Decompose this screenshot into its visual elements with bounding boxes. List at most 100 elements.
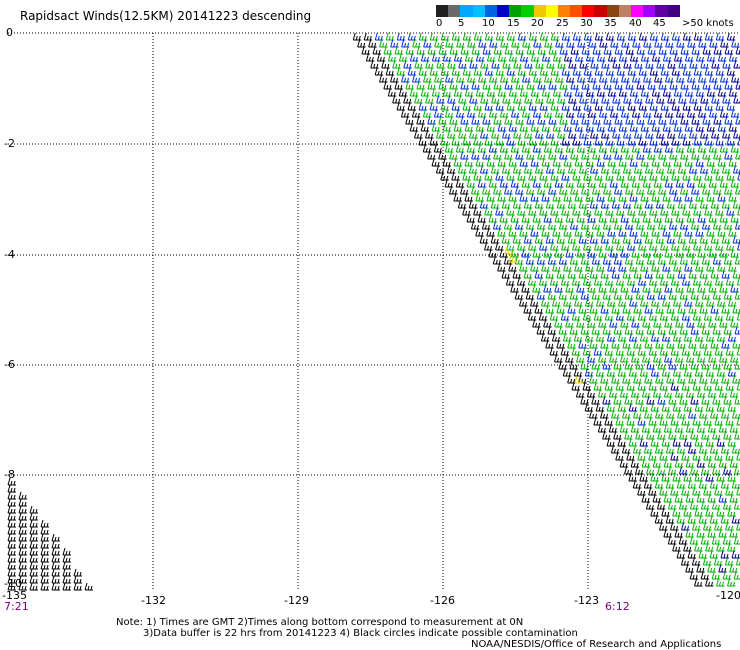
wind-barb bbox=[528, 137, 537, 146]
wind-barb bbox=[533, 74, 542, 83]
wind-barb bbox=[733, 501, 740, 510]
wind-barb bbox=[513, 95, 522, 104]
wind-barb bbox=[431, 123, 441, 132]
wind-barb bbox=[617, 438, 626, 447]
wind-barb bbox=[682, 242, 691, 251]
wind-barb bbox=[718, 389, 728, 398]
wind-barb bbox=[682, 172, 691, 181]
wind-barb bbox=[642, 284, 651, 293]
wind-barb bbox=[427, 151, 436, 160]
wind-barb bbox=[657, 466, 666, 475]
wind-barb bbox=[422, 109, 432, 118]
wind-barb bbox=[467, 74, 476, 83]
wind-barb bbox=[702, 151, 711, 160]
wind-barb bbox=[499, 109, 509, 118]
wind-barb bbox=[638, 207, 647, 216]
wind-barb bbox=[638, 137, 647, 146]
wind-barb bbox=[530, 193, 539, 202]
wind-barb bbox=[737, 137, 740, 146]
wind-barb bbox=[717, 263, 726, 272]
wind-barb bbox=[733, 60, 740, 69]
wind-barb bbox=[719, 249, 728, 258]
wind-barb bbox=[721, 375, 730, 384]
wind-barb bbox=[418, 67, 428, 76]
wind-barb bbox=[440, 172, 449, 181]
lon-tick-label: -126 bbox=[430, 594, 455, 607]
wind-barb bbox=[700, 536, 710, 545]
wind-barb bbox=[634, 60, 643, 69]
wind-barb bbox=[699, 340, 708, 349]
wind-barb bbox=[725, 382, 734, 391]
wind-barb bbox=[602, 256, 612, 265]
wind-barb bbox=[635, 326, 644, 335]
wind-barb bbox=[392, 95, 401, 104]
legend-swatch bbox=[618, 5, 631, 17]
wind-barb bbox=[721, 305, 730, 314]
wind-barb bbox=[628, 438, 637, 447]
wind-barb bbox=[561, 242, 570, 251]
wind-barb bbox=[561, 137, 570, 146]
wind-barb bbox=[645, 60, 654, 69]
wind-barb bbox=[675, 249, 684, 258]
wind-barb bbox=[729, 389, 739, 398]
wind-barb bbox=[626, 452, 635, 461]
wind-barb bbox=[710, 410, 719, 419]
wind-barb bbox=[674, 424, 684, 433]
wind-barb bbox=[696, 494, 705, 503]
wind-barb bbox=[578, 305, 587, 314]
wind-barb bbox=[545, 200, 555, 209]
wind-barb bbox=[660, 102, 669, 111]
wind-barb bbox=[420, 88, 430, 97]
wind-barb bbox=[732, 165, 740, 174]
wind-barb bbox=[681, 312, 691, 321]
wind-barb bbox=[594, 137, 603, 146]
wind-barb bbox=[40, 519, 49, 528]
wind-barb bbox=[666, 410, 675, 419]
wind-barb bbox=[666, 340, 675, 349]
wind-barb bbox=[634, 95, 643, 104]
wind-barb bbox=[730, 249, 739, 258]
wind-barb bbox=[731, 39, 740, 48]
wind-barb bbox=[460, 116, 469, 125]
wind-barb bbox=[648, 312, 658, 321]
wind-barb bbox=[580, 326, 589, 335]
wind-barb bbox=[592, 81, 601, 90]
wind-barb bbox=[7, 575, 16, 584]
wind-barb bbox=[445, 39, 454, 48]
wind-barb bbox=[703, 417, 712, 426]
wind-barb bbox=[633, 270, 642, 279]
wind-barb bbox=[735, 186, 740, 195]
wind-barb bbox=[665, 74, 674, 83]
wind-barb bbox=[700, 60, 709, 69]
wind-barb bbox=[685, 389, 695, 398]
wind-barb bbox=[574, 228, 583, 237]
wind-barb bbox=[589, 340, 598, 349]
wind-barb bbox=[687, 550, 696, 559]
wind-barb bbox=[383, 46, 392, 55]
wind-barb bbox=[650, 508, 659, 517]
wind-barb bbox=[594, 67, 604, 76]
wind-barb bbox=[724, 116, 733, 125]
wind-barb bbox=[409, 123, 419, 132]
wind-barb bbox=[624, 256, 634, 265]
wind-barb bbox=[539, 207, 548, 216]
wind-barb bbox=[687, 480, 697, 489]
wind-barb bbox=[644, 200, 654, 209]
wind-barb bbox=[691, 151, 700, 160]
wind-barb bbox=[725, 522, 734, 531]
wind-barb bbox=[692, 522, 701, 531]
wind-barb bbox=[513, 60, 522, 69]
wind-barb bbox=[613, 256, 623, 265]
wind-barb bbox=[491, 130, 500, 139]
wind-barb bbox=[442, 88, 452, 97]
wind-barb bbox=[616, 67, 626, 76]
wind-barb bbox=[643, 480, 653, 489]
wind-barb bbox=[577, 74, 586, 83]
wind-barb bbox=[583, 102, 592, 111]
wind-barb bbox=[707, 389, 717, 398]
wind-barb bbox=[532, 109, 542, 118]
wind-barb bbox=[451, 137, 460, 146]
wind-barb bbox=[575, 389, 585, 398]
wind-barb bbox=[681, 487, 690, 496]
wind-barb bbox=[582, 312, 592, 321]
